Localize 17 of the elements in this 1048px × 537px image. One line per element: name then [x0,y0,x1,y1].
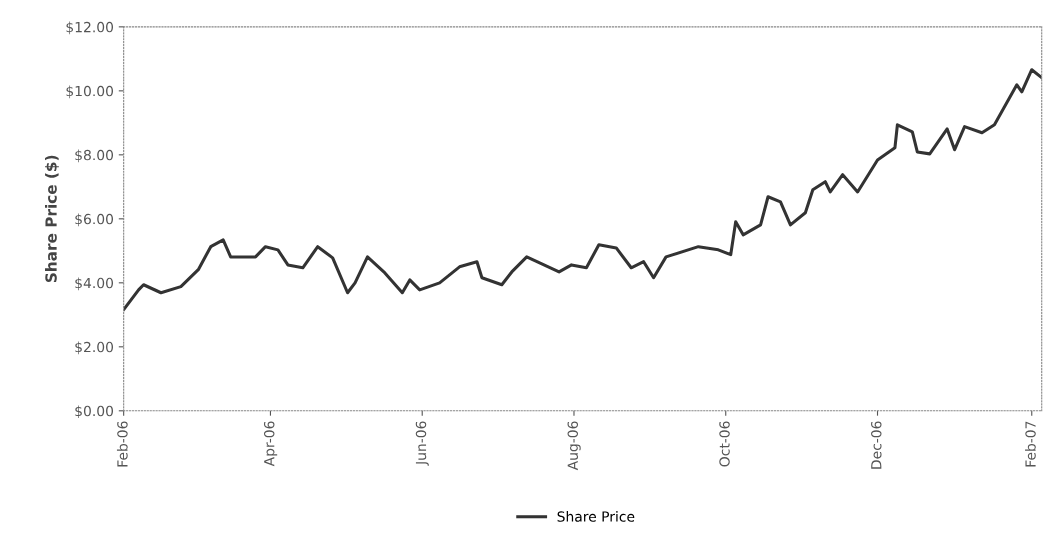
x-tick-label: Dec-06 [871,421,882,469]
y-tick-label: $8.00 [75,149,114,163]
y-tick-label: $2.00 [75,341,114,355]
x-tick-label: Aug-06 [567,421,581,471]
line-series [123,68,1042,312]
y-tick-label: $10.00 [66,85,114,99]
x-tick-label: Apr-06 [263,421,278,467]
x-tick-label: Feb-06 [116,421,128,467]
x-tick-label: Oct-06 [719,421,730,467]
x-tick-label: Jun-06 [415,421,429,466]
y-axis-title: Share Price ($) [45,155,59,283]
y-tick-label: $6.00 [75,213,114,227]
y-tick-label: $4.00 [75,277,114,291]
legend-label: Share Price [557,511,635,522]
y-tick-label: $12.00 [66,21,114,35]
x-tick-label: Feb-07 [1025,421,1036,467]
y-tick-label: $0.00 [75,405,114,419]
